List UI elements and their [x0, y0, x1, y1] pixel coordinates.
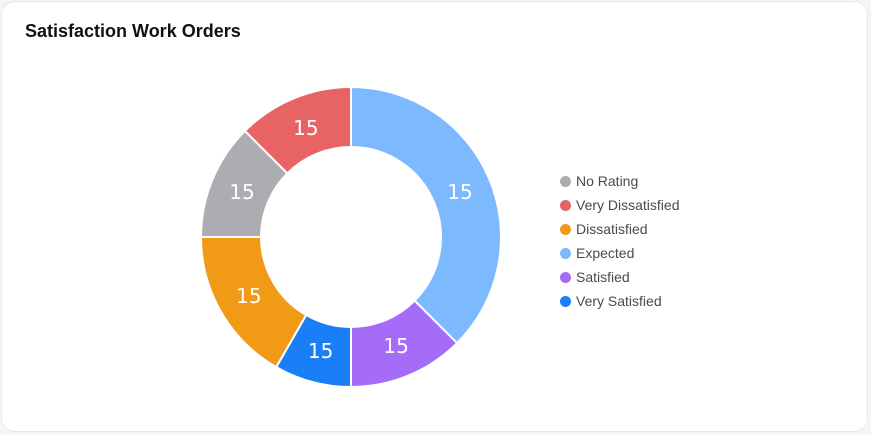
slice-very-dissatisfied[interactable] [243, 85, 352, 175]
legend-dot-icon [560, 247, 571, 259]
legend-label: Very Dissatisfied [576, 197, 680, 213]
legend-item-no-rating[interactable]: No Rating [560, 169, 679, 193]
legend-label: Very Satisfied [576, 293, 662, 309]
legend-dot-icon [560, 199, 571, 211]
legend-item-very-dissatisfied[interactable]: Very Dissatisfied [560, 193, 679, 217]
slice-label-very-dissatisfied: 15 [293, 116, 318, 140]
slice-label-very-satisfied: 15 [308, 339, 333, 363]
slice-label-expected: 15 [447, 180, 472, 204]
slice-label-satisfied: 15 [383, 334, 408, 358]
legend-dot-icon [560, 175, 571, 187]
legend-label: Expected [576, 245, 635, 261]
legend-dot-icon [560, 295, 571, 307]
legend-item-very-satisfied[interactable]: Very Satisfied [560, 289, 679, 313]
legend-label: Dissatisfied [576, 221, 648, 237]
legend-label: Satisfied [576, 269, 630, 285]
legend-item-expected[interactable]: Expected [560, 241, 679, 265]
slice-label-dissatisfied: 15 [236, 284, 261, 308]
legend-dot-icon [560, 223, 571, 235]
legend-label: No Rating [576, 173, 639, 189]
legend-item-satisfied[interactable]: Satisfied [560, 265, 679, 289]
chart-legend: No Rating Very Dissatisfied Dissatisfied Ex… [560, 169, 679, 313]
legend-item-dissatisfied[interactable]: Dissatisfied [560, 217, 679, 241]
slice-expected[interactable] [350, 85, 502, 345]
legend-dot-icon [560, 271, 571, 283]
slice-label-no-rating: 15 [229, 180, 254, 204]
chart-title: Satisfaction Work Orders [25, 21, 241, 41]
